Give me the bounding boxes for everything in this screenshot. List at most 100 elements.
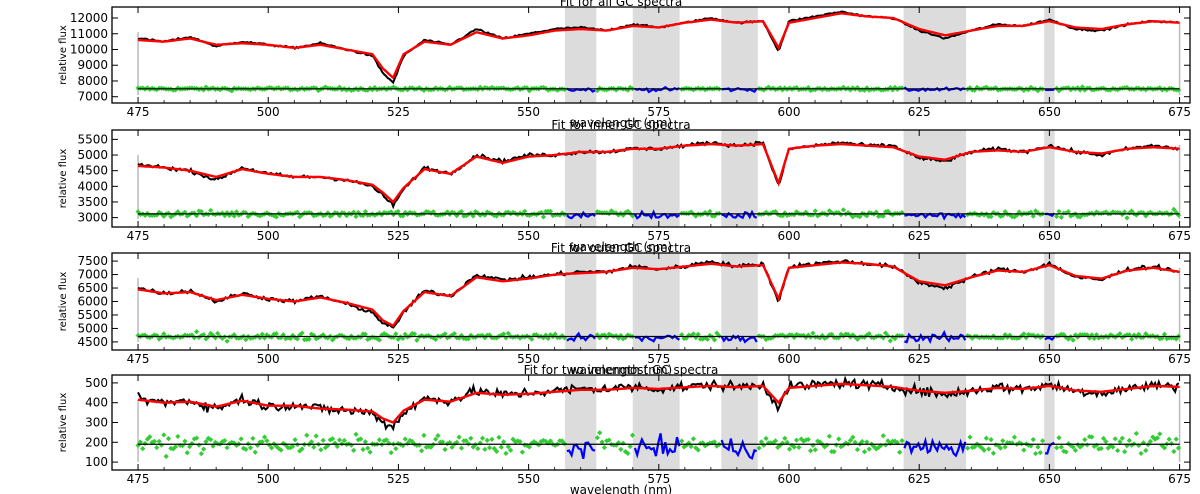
x-tick-label: 475 <box>127 105 150 119</box>
residual-point <box>194 435 200 441</box>
residual-point <box>784 439 790 445</box>
residual-point <box>618 446 624 452</box>
residual-point <box>208 436 214 443</box>
masked-region <box>565 130 597 227</box>
residual-point <box>1056 435 1062 441</box>
residual-point <box>498 444 504 450</box>
residual-point <box>1171 448 1177 455</box>
residual-point <box>177 334 183 341</box>
residual-point <box>1122 449 1128 455</box>
residual-point <box>1166 436 1172 442</box>
residual-point <box>1070 444 1076 450</box>
residual-point <box>861 449 868 455</box>
masked-region <box>565 253 597 350</box>
residual-point <box>273 331 279 337</box>
residual-point <box>486 210 493 216</box>
residual-point <box>690 436 697 442</box>
residual-point <box>376 210 383 216</box>
residual-masked-line <box>1044 441 1055 455</box>
residual-point <box>536 442 542 448</box>
residual-point <box>165 436 172 442</box>
residual-point <box>756 445 762 451</box>
masked-region <box>903 7 967 103</box>
y-tick-label: 3500 <box>77 195 108 209</box>
residual-point <box>1093 209 1100 215</box>
residual-point <box>308 85 315 91</box>
residual-point <box>1096 335 1102 341</box>
residual-point <box>456 434 462 440</box>
residual-point <box>878 442 884 449</box>
residual-point <box>365 445 371 451</box>
x-axis-label: wavelength (nm) <box>570 240 672 254</box>
residual-point <box>808 334 814 340</box>
residual-point <box>845 331 851 337</box>
residual-point <box>475 210 481 216</box>
x-tick-label: 475 <box>127 472 150 486</box>
residual-point <box>163 334 169 340</box>
residual-point <box>557 334 563 341</box>
residual-point <box>627 333 633 339</box>
residual-point <box>606 437 612 443</box>
residual-point <box>440 332 446 339</box>
residual-point <box>875 333 882 339</box>
residual-point <box>318 447 324 453</box>
residual-point <box>798 436 804 442</box>
residual-point <box>208 330 214 336</box>
residual-point <box>1002 444 1008 450</box>
residual-point <box>599 439 605 445</box>
y-tick-label: 5500 <box>77 308 108 322</box>
masked-region <box>1044 7 1055 103</box>
residual-point <box>393 331 399 337</box>
residual-point <box>969 444 975 450</box>
residual-point <box>1147 438 1154 444</box>
residual-point <box>1007 332 1013 338</box>
residual-point <box>458 332 465 339</box>
residual-point <box>777 442 783 448</box>
residual-point <box>418 448 425 454</box>
residual-point <box>156 438 162 445</box>
residual-point <box>829 331 835 337</box>
residual-point <box>247 87 254 93</box>
model-fit-line <box>137 261 1180 328</box>
residual-point <box>690 331 697 337</box>
residual-point <box>1014 335 1020 341</box>
residual-point <box>196 442 202 448</box>
residual-point <box>264 438 270 444</box>
x-axis-label: wavelength (nm) <box>570 483 672 494</box>
residual-point <box>791 85 797 91</box>
residual-point <box>1089 434 1095 440</box>
residual-point <box>772 208 779 215</box>
residual-point <box>215 330 221 336</box>
residual-point <box>182 438 188 444</box>
residual-point <box>1016 85 1022 91</box>
residual-point <box>793 209 800 215</box>
residual-point <box>512 439 518 445</box>
residual-point <box>423 444 429 450</box>
plot-frame <box>111 129 1191 228</box>
residual-point <box>831 449 837 455</box>
x-tick-label: 625 <box>908 352 931 366</box>
residual-point <box>714 443 720 449</box>
residual-point <box>386 440 392 446</box>
residual-masked-line <box>720 334 758 344</box>
residual-point <box>360 446 366 453</box>
x-tick-label: 525 <box>387 105 410 119</box>
residual-point <box>988 213 994 220</box>
chart-panel-1: 475 500 525 550 575 600 625 650 675 7000 8000 9000 1… <box>58 0 1191 130</box>
residual-point <box>524 442 530 449</box>
residual-point <box>1030 213 1036 219</box>
residual-point <box>503 335 509 341</box>
residual-point <box>1098 445 1104 452</box>
y-tick-label: 100 <box>85 455 108 469</box>
residual-point <box>899 438 905 444</box>
residual-point <box>1115 447 1121 454</box>
x-tick-label: 650 <box>1038 472 1061 486</box>
x-tick-label: 575 <box>647 229 670 243</box>
residual-point <box>515 438 521 444</box>
y-tick-label: 11000 <box>70 27 108 41</box>
residual-point <box>440 439 446 445</box>
residual-point <box>372 84 378 91</box>
residual-point <box>965 445 971 451</box>
residual-point <box>986 446 992 452</box>
y-tick-label: 200 <box>85 435 108 449</box>
